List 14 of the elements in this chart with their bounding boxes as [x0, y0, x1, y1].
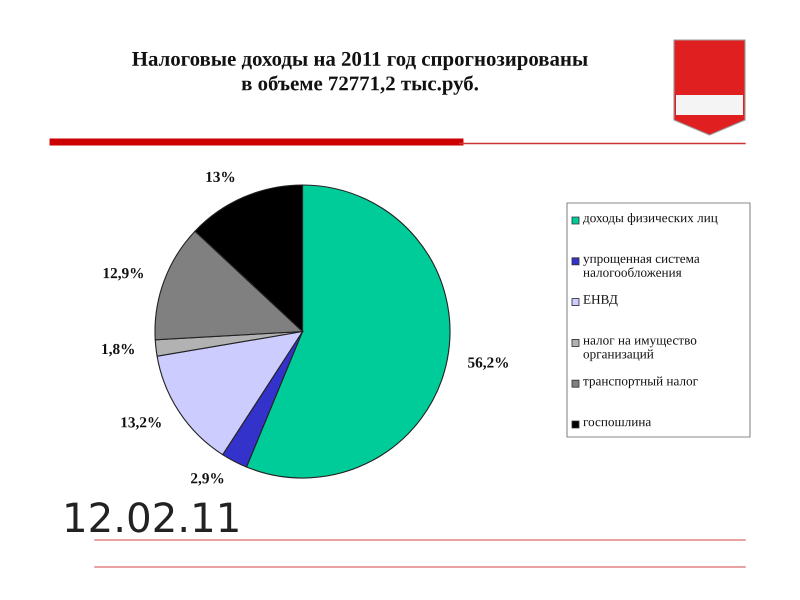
legend-label: ЕНВД	[583, 295, 618, 307]
data-label: 1,8%	[102, 344, 134, 356]
legend-label: упрощенная система налогообложения	[583, 256, 700, 277]
chart-title: Налоговые доходы на 2011 год спрогнозированы в объеме 72771,2 тыс.руб.	[132, 52, 588, 95]
data-label: 2,9%	[191, 473, 224, 486]
legend-label: госпошлина	[583, 420, 652, 426]
legend-label: налог на имущество организаций	[583, 338, 696, 362]
legend-label: доходы физических лиц	[583, 213, 718, 225]
data-label: 13,2%	[121, 417, 161, 430]
data-label: 12,9%	[104, 268, 144, 280]
data-label: 56,2%	[468, 357, 508, 370]
text: 12.02.11	[66, 502, 238, 533]
data-label: 13%	[206, 172, 234, 182]
legend-label: транспортный налог	[583, 376, 698, 388]
